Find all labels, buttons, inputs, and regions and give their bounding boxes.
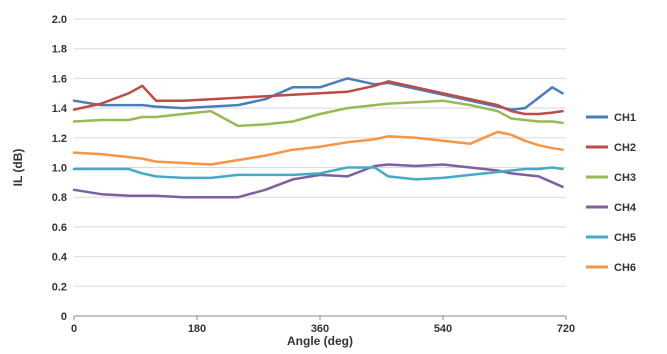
y-tick-label: 0.4: [52, 252, 68, 264]
legend: CH1 CH2 CH3 CH4 CH5 CH6: [586, 112, 637, 274]
series-line-ch2: [72, 80, 564, 116]
y-axis-label: IL (dB): [11, 149, 25, 187]
y-tick-label: 0: [61, 311, 67, 323]
legend-label-ch6: CH6: [614, 262, 636, 274]
x-axis-ticks: 0 180 360 540 720: [71, 316, 575, 335]
y-tick-label: 1.0: [52, 163, 67, 175]
y-tick-label: 1.6: [52, 73, 67, 85]
x-tick-label: 720: [557, 323, 575, 335]
legend-label-ch5: CH5: [614, 232, 636, 244]
x-tick-label: 540: [434, 323, 452, 335]
y-axis-ticks: 0 0.2 0.4 0.6 0.8 1.0 1.2 1.4 1.6 1.8 2.0: [52, 14, 68, 323]
series-line-ch5: [72, 166, 564, 181]
series-line-ch3: [72, 99, 564, 128]
y-tick-label: 0.6: [52, 222, 67, 234]
x-tick-label: 0: [71, 323, 77, 335]
y-tick-label: 1.2: [52, 133, 67, 145]
x-tick-label: 360: [311, 323, 329, 335]
y-tick-label: 0.2: [52, 281, 67, 293]
legend-label-ch4: CH4: [614, 202, 637, 214]
legend-label-ch2: CH2: [614, 142, 636, 154]
x-axis-label: Angle (deg): [287, 334, 353, 348]
legend-label-ch1: CH1: [614, 112, 636, 124]
series-lines: [72, 77, 564, 199]
gridlines: [74, 18, 566, 317]
y-tick-label: 0.8: [52, 192, 67, 204]
y-tick-label: 1.4: [52, 103, 68, 115]
y-tick-label: 2.0: [52, 14, 67, 26]
x-tick-label: 180: [188, 323, 206, 335]
series-line-ch6: [72, 130, 564, 166]
series-line-ch1: [72, 77, 564, 111]
y-tick-label: 1.8: [52, 44, 67, 56]
legend-label-ch3: CH3: [614, 172, 636, 184]
series-line-ch4: [72, 163, 564, 199]
